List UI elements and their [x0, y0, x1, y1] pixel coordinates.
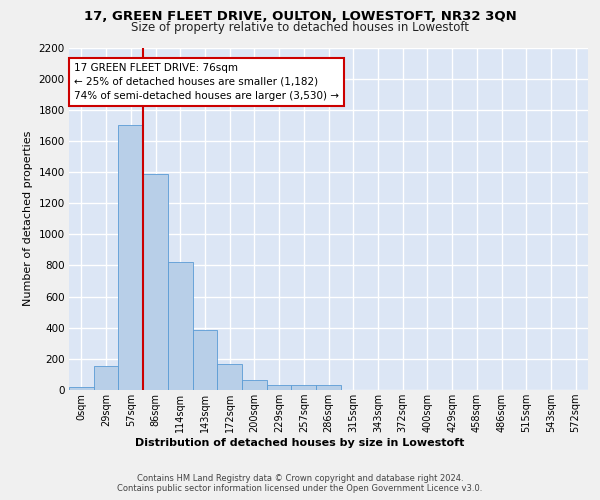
Text: Contains public sector information licensed under the Open Government Licence v3: Contains public sector information licen…	[118, 484, 482, 493]
Text: Distribution of detached houses by size in Lowestoft: Distribution of detached houses by size …	[136, 438, 464, 448]
Bar	[217, 364, 242, 390]
Bar	[69, 387, 94, 390]
Bar	[143, 174, 168, 390]
Bar	[267, 384, 292, 390]
Y-axis label: Number of detached properties: Number of detached properties	[23, 131, 33, 306]
Bar	[94, 366, 118, 390]
Text: Contains HM Land Registry data © Crown copyright and database right 2024.: Contains HM Land Registry data © Crown c…	[137, 474, 463, 483]
Bar	[118, 126, 143, 390]
Bar	[193, 330, 217, 390]
Bar	[316, 386, 341, 390]
Text: Size of property relative to detached houses in Lowestoft: Size of property relative to detached ho…	[131, 21, 469, 34]
Bar	[292, 386, 316, 390]
Text: 17 GREEN FLEET DRIVE: 76sqm
← 25% of detached houses are smaller (1,182)
74% of : 17 GREEN FLEET DRIVE: 76sqm ← 25% of det…	[74, 63, 339, 101]
Bar	[168, 262, 193, 390]
Text: 17, GREEN FLEET DRIVE, OULTON, LOWESTOFT, NR32 3QN: 17, GREEN FLEET DRIVE, OULTON, LOWESTOFT…	[83, 10, 517, 23]
Bar	[242, 380, 267, 390]
